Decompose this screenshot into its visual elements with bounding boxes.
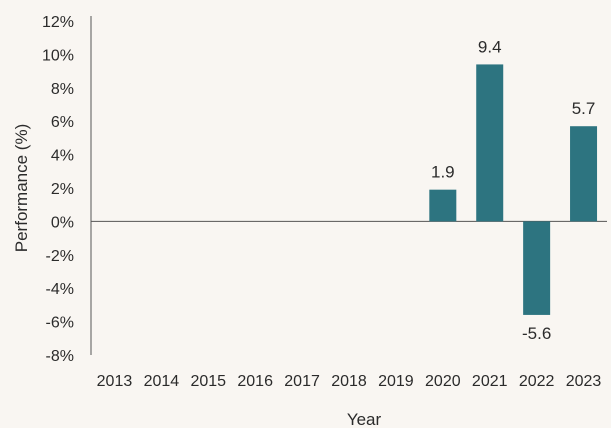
bar-2023 <box>570 126 598 222</box>
data-label-2021: 9.4 <box>478 37 502 56</box>
y-tick-label: 4% <box>51 148 74 165</box>
y-tick-label: -6% <box>46 315 74 332</box>
x-tick-label: 2016 <box>237 373 273 390</box>
x-tick-label: 2023 <box>566 373 602 390</box>
data-label-2022: -5.6 <box>522 324 551 343</box>
y-tick-label: 12% <box>42 14 74 31</box>
y-tick-label: 0% <box>51 214 74 231</box>
y-tick-label: -4% <box>46 281 74 298</box>
y-tick-label: 6% <box>51 114 74 131</box>
y-tick-label: 8% <box>51 81 74 98</box>
bar-2022 <box>523 221 551 315</box>
y-tick-label: -2% <box>46 248 74 265</box>
bars-group <box>429 64 598 315</box>
x-axis-tick-labels: 2013 2014 2015 2016 2017 2018 2019 2020 2021 2022… <box>97 373 602 390</box>
x-tick-label: 2018 <box>331 373 367 390</box>
y-tick-label: 10% <box>42 47 74 64</box>
x-tick-label: 2014 <box>144 373 180 390</box>
x-tick-label: 2020 <box>425 373 461 390</box>
y-axis-title: Performance (%) <box>12 124 31 252</box>
x-tick-label: 2019 <box>378 373 414 390</box>
x-tick-label: 2015 <box>190 373 226 390</box>
bar-data-labels: 1.9 9.4 -5.6 5.7 <box>431 37 595 343</box>
x-tick-label: 2021 <box>472 373 508 390</box>
y-tick-label: -8% <box>46 348 74 365</box>
y-axis-tick-labels: 12% 10% 8% 6% 4% 2% 0% -2% -4% -6% -8% <box>42 14 74 365</box>
data-label-2023: 5.7 <box>572 99 596 118</box>
x-tick-label: 2022 <box>519 373 555 390</box>
y-tick-label: 2% <box>51 181 74 198</box>
x-tick-label: 2013 <box>97 373 133 390</box>
x-axis-title: Year <box>347 410 382 428</box>
x-tick-label: 2017 <box>284 373 320 390</box>
bar-2021 <box>476 64 504 222</box>
data-label-2020: 1.9 <box>431 163 455 182</box>
bar-2020 <box>429 189 457 222</box>
